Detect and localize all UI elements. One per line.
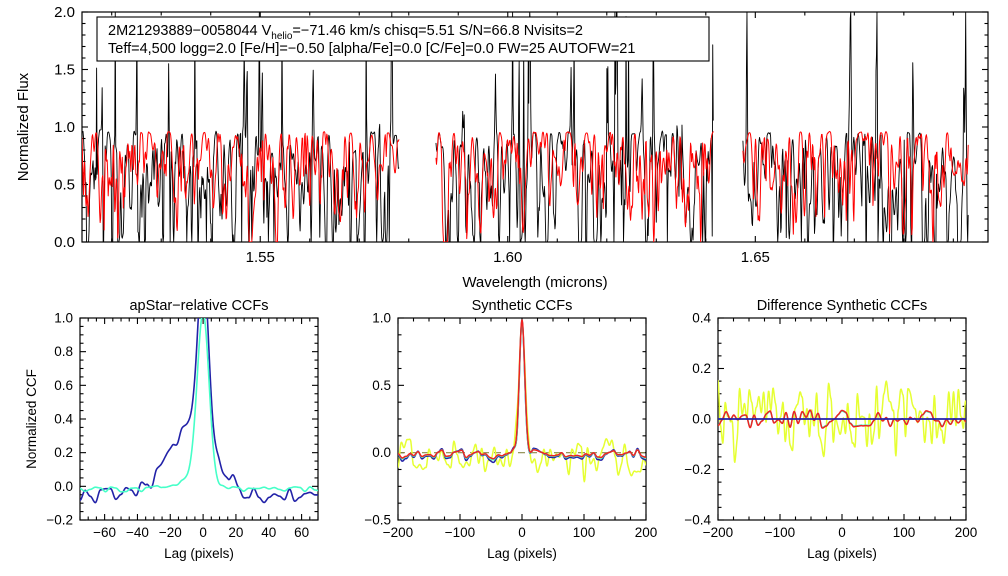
y-tick-label: 0.6 [54, 378, 73, 393]
x-tick-label: 1.60 [493, 249, 522, 266]
x-tick-label: −20 [159, 525, 182, 540]
x-tick-label: 1.65 [741, 249, 770, 266]
spectrum-trace-synthetic [82, 131, 400, 242]
x-axis-label: Lag (pixels) [807, 546, 877, 561]
x-tick-label: −100 [765, 525, 795, 540]
ccf-trace-visit-ccf-navy [80, 318, 318, 504]
x-tick-label: 100 [573, 525, 596, 540]
y-tick-label: 0.0 [692, 412, 711, 427]
y-tick-label: 0.0 [54, 234, 75, 251]
y-tick-label: −0.2 [684, 462, 711, 477]
x-tick-label: 0 [199, 525, 207, 540]
y-tick-label: 0.4 [692, 311, 711, 326]
x-tick-label: 1.55 [246, 249, 275, 266]
y-tick-label: −0.5 [364, 513, 391, 528]
x-tick-label: 20 [228, 525, 243, 540]
y-tick-label: 1.5 [54, 62, 75, 79]
y-tick-label: 0.5 [372, 378, 391, 393]
y-axis-label: Normalized CCF [24, 369, 39, 469]
y-tick-label: 0.4 [54, 412, 73, 427]
y-tick-label: 1.0 [372, 311, 391, 326]
y-tick-label: 0.0 [372, 445, 391, 460]
spectrum-trace-observed [742, 12, 969, 242]
y-tick-label: −0.4 [684, 513, 711, 528]
y-tick-label: −0.2 [46, 513, 73, 528]
annotation-line-1: 2M21293889−0058044 Vhelio=−71.46 km/s ch… [108, 23, 583, 42]
spectrum-trace-synthetic [742, 130, 969, 242]
spectrum-trace-observed [82, 12, 400, 242]
panel-title: apStar−relative CCFs [129, 298, 268, 314]
panel-spectrum: 1.55 1.60 1.65 0.0 0.5 1.0 1.5 2.0 Wavelength (m… [15, 4, 989, 291]
x-tick-label: −100 [445, 525, 475, 540]
y-tick-label: 0.5 [54, 177, 75, 194]
panel-title: Difference Synthetic CCFs [757, 298, 928, 314]
y-axis-label: Normalized Flux [15, 72, 32, 181]
annotation-line-2: Teff=4,500 logg=2.0 [Fe/H]=−0.50 [alpha/… [108, 41, 635, 57]
panel-title: Synthetic CCFs [472, 298, 573, 314]
ccf-trace-ccf-red [398, 319, 646, 460]
x-tick-label: 40 [261, 525, 276, 540]
y-tick-label: 2.0 [54, 4, 75, 21]
x-tick-label: 0 [838, 525, 846, 540]
x-axis-label: Wavelength (microns) [462, 274, 607, 291]
ccf-trace-diff-red [718, 409, 966, 429]
x-tick-label: −200 [703, 525, 733, 540]
x-tick-label: 100 [893, 525, 916, 540]
x-axis-label: Lag (pixels) [487, 546, 557, 561]
panel-difference-ccf: −200 −100 0 100 200 −0.4 −0.2 0.0 0.2 0.4 Lag (pix… [684, 298, 977, 561]
spectrum-trace-synthetic [435, 131, 714, 242]
y-tick-label: 1.0 [54, 119, 75, 136]
x-tick-label: 200 [955, 525, 978, 540]
y-tick-label: 0.2 [54, 445, 73, 460]
x-tick-label: 200 [635, 525, 658, 540]
y-tick-label: 0.0 [54, 479, 73, 494]
x-tick-label: 0 [518, 525, 526, 540]
y-tick-label: 0.2 [692, 361, 711, 376]
x-tick-label: 60 [294, 525, 309, 540]
ccf-trace-visit-ccf-cyan [80, 318, 318, 493]
x-tick-label: −200 [383, 525, 413, 540]
annotation-frame [96, 16, 710, 62]
panel-apstar-ccf: −60 −40 −20 0 20 40 60 −0.2 0.0 0.2 0.4 0.6 0.8 1.0 La… [24, 298, 319, 561]
panel-synthetic-ccf: −200 −100 0 100 200 −0.5 0.0 0.5 1.0 Lag (pixels)… [364, 298, 657, 561]
y-tick-label: 1.0 [54, 311, 73, 326]
y-tick-label: 0.8 [54, 344, 73, 359]
annotation-box: 2M21293889−0058044 Vhelio=−71.46 km/s ch… [96, 16, 710, 62]
ccf-trace-diff-yellow [718, 379, 966, 464]
x-tick-label: −40 [126, 525, 149, 540]
x-tick-label: −60 [93, 525, 116, 540]
x-axis-label: Lag (pixels) [164, 546, 234, 561]
